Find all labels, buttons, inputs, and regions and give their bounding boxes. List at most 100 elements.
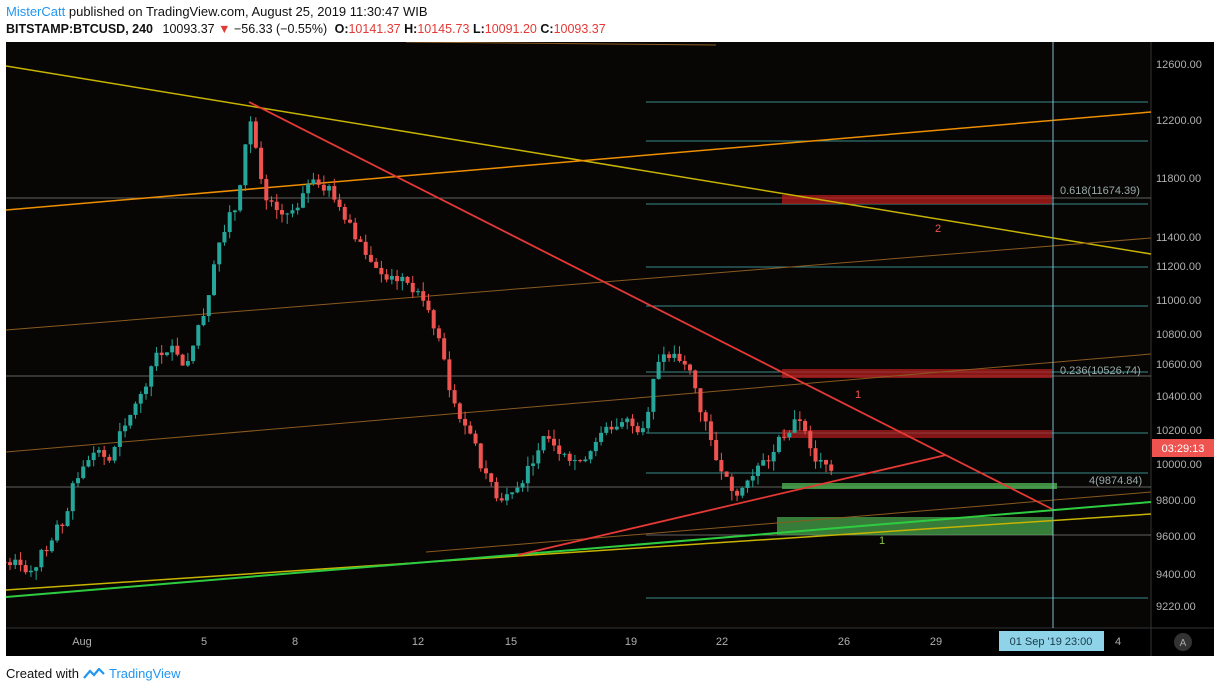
candle-body[interactable] [693,370,698,389]
candle-body[interactable] [274,201,279,211]
candle-body[interactable] [222,232,227,243]
descending-trendline-yellow[interactable] [5,65,1152,255]
candle-body[interactable] [640,428,645,433]
candle-body[interactable] [557,445,562,454]
candle-body[interactable] [175,345,180,355]
price-chart[interactable]: 12600.00 12200.00 11800.00 11400.00 11200.00… [2,41,1214,656]
candle-body[interactable] [656,361,661,379]
time-axis[interactable]: Aug 5 8 12 15 19 22 26 29 4 [72,636,1121,648]
candle-body[interactable] [813,448,818,462]
candle-body[interactable] [49,540,54,552]
candle-body[interactable] [269,200,274,202]
candle-body[interactable] [91,452,96,461]
candle-body[interactable] [368,254,373,262]
candle-body[interactable] [39,549,44,568]
candle-body[interactable] [525,465,530,484]
candle-body[interactable] [776,436,781,452]
candle-body[interactable] [635,426,640,433]
candle-body[interactable] [227,212,232,233]
author-link[interactable]: MisterCatt [6,4,66,19]
candle-body[interactable] [818,460,823,462]
candle-body[interactable] [463,418,468,426]
descending-trendline-red[interactable] [248,101,1053,510]
candle-body[interactable] [740,487,745,496]
channel-line-brown[interactable] [5,353,1152,453]
candle-body[interactable] [259,147,264,180]
resistance-zone-upper[interactable] [782,195,1052,204]
candle-body[interactable] [159,352,164,356]
candle-body[interactable] [217,242,222,265]
candle-body[interactable] [761,460,766,466]
candle-body[interactable] [400,276,405,282]
candle-body[interactable] [138,393,143,404]
candle-body[interactable] [44,549,49,552]
candle-body[interactable] [808,431,813,449]
candle-body[interactable] [473,433,478,444]
candle-body[interactable] [536,450,541,464]
candle-body[interactable] [787,432,792,438]
tradingview-brand[interactable]: TradingView [108,666,181,681]
ascending-trendline-red[interactable] [517,454,947,556]
candle-body[interactable] [206,295,211,316]
candle-body[interactable] [604,426,609,433]
candle-body[interactable] [452,390,457,404]
candle-body[interactable] [771,451,776,462]
candle-body[interactable] [599,432,604,443]
candle-body[interactable] [698,388,703,413]
candle-body[interactable] [395,275,400,282]
candle-body[interactable] [782,436,787,438]
candle-body[interactable] [327,186,332,191]
candle-body[interactable] [285,213,290,215]
candle-body[interactable] [651,378,656,412]
candle-body[interactable] [81,466,86,479]
ascending-trendline-green[interactable] [5,501,1152,598]
candle-body[interactable] [457,403,462,419]
chart-area[interactable]: 12600.00 12200.00 11800.00 11400.00 11200.00… [2,41,1214,656]
candle-body[interactable] [65,511,70,527]
candle-body[interactable] [766,460,771,462]
candle-body[interactable] [8,562,12,566]
candle-body[interactable] [405,276,410,283]
candle-body[interactable] [614,426,619,430]
candle-body[interactable] [824,460,828,465]
candle-body[interactable] [504,494,509,501]
candle-body[interactable] [552,438,556,446]
candle-body[interactable] [426,300,431,311]
candle-body[interactable] [348,219,352,223]
candle-body[interactable] [515,487,520,493]
candle-body[interactable] [321,184,326,191]
candle-body[interactable] [489,473,494,482]
candle-body[interactable] [60,524,65,527]
candle-body[interactable] [389,275,394,280]
trendlines[interactable] [5,41,1152,598]
candle-body[interactable] [311,179,316,185]
candle-body[interactable] [149,366,154,387]
candle-body[interactable] [562,453,567,455]
candle-body[interactable] [703,412,708,422]
candle-body[interactable] [306,184,311,194]
candle-body[interactable] [191,345,196,362]
candle-body[interactable] [243,144,248,186]
candle-body[interactable] [102,450,107,457]
candle-body[interactable] [672,353,677,358]
candle-body[interactable] [510,492,515,495]
candle-body[interactable] [164,352,169,356]
candle-body[interactable] [609,426,614,430]
candle-body[interactable] [541,436,546,451]
candle-body[interactable] [2,562,7,564]
candle-body[interactable] [180,354,185,366]
candle-body[interactable] [117,431,122,447]
candle-body[interactable] [107,456,112,461]
candle-body[interactable] [682,360,687,365]
candle-body[interactable] [792,419,797,433]
candle-body[interactable] [646,411,651,429]
candle-body[interactable] [436,328,441,339]
candle-body[interactable] [264,179,269,201]
candle-body[interactable] [625,418,630,423]
candle-body[interactable] [253,121,258,148]
resistance-zone-lower[interactable] [782,430,1052,438]
candle-body[interactable] [201,315,206,326]
candle-body[interactable] [196,325,201,346]
candle-body[interactable] [620,422,624,427]
candle-body[interactable] [342,207,347,220]
